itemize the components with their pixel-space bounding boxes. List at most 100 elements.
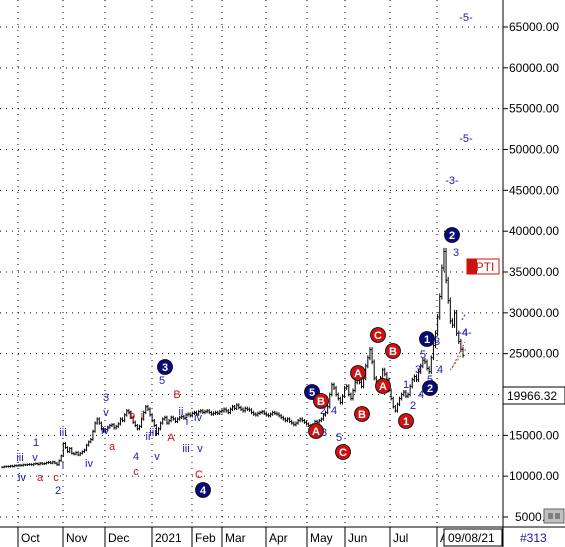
wave-marker: B (354, 406, 370, 422)
wave-marker: A (308, 423, 324, 439)
wave-label: 5 (336, 432, 342, 444)
wave-label: 4 (133, 451, 139, 463)
wave-label: iv (194, 412, 202, 424)
wave-label: B (358, 409, 366, 421)
wave-marker: 2 (422, 380, 438, 396)
y-tick-label: 35000.00 (509, 265, 559, 279)
trend-line (461, 312, 467, 321)
wave-label: -5- (459, 133, 473, 145)
wave-label: i (62, 460, 64, 472)
wave-label: 3 (434, 336, 440, 348)
wave-label: i (141, 410, 143, 422)
y-tick-label: 60000.00 (509, 61, 559, 75)
wave-label: 4 (331, 405, 337, 417)
wave-label: v (197, 443, 203, 455)
wave-marker: 4 (195, 482, 211, 498)
wave-label: a (109, 441, 116, 453)
last-value-badge: 19966.32 (502, 386, 565, 405)
wave-label: C (195, 469, 203, 481)
wave-label: 1 (424, 334, 430, 346)
x-tick-label: Apr (269, 531, 288, 545)
wave-label: 2 (427, 383, 433, 395)
wave-label: 2 (410, 400, 416, 412)
wave-label: iv (101, 425, 109, 437)
wave-label: v (154, 451, 160, 463)
wave-label: 3 (162, 362, 168, 374)
wave-label: iii (59, 427, 66, 439)
x-axis: OctNovDec2021FebMarAprMayJunJulA (17, 527, 448, 547)
x-tick-label: Mar (225, 531, 246, 545)
trend-line (451, 341, 466, 369)
y-tick-label: 45000.00 (509, 183, 559, 197)
wave-label: -4- (458, 327, 472, 339)
wave-marker: A (375, 378, 391, 394)
x-tick-label: 2021 (155, 531, 182, 545)
x-tick-label: May (310, 531, 333, 545)
x-tick-label: Jun (348, 531, 367, 545)
wave-marker: 1 (419, 331, 435, 347)
wave-label: 1 (403, 416, 409, 428)
wave-label: B (317, 396, 325, 408)
wave-label: 5 (427, 374, 433, 386)
wave-label: iv (18, 472, 26, 484)
wave-label: i (186, 416, 188, 428)
wave-marker: B (313, 393, 329, 409)
wave-label: ii (179, 406, 184, 418)
wave-label: 3 (321, 427, 327, 439)
price-series (1, 247, 465, 469)
y-tick-label: 25000.00 (509, 347, 559, 361)
wave-label: 4 (418, 389, 424, 401)
wave-label: B (173, 389, 180, 401)
date-label: 09/08/21 (448, 531, 495, 545)
wave-label: iii (182, 443, 189, 455)
trend-line (449, 348, 467, 371)
y-tick-label: 5000. (515, 510, 545, 524)
wave-label: c (133, 466, 139, 478)
wave-label: 4 (200, 485, 207, 497)
wave-label: A (312, 426, 320, 438)
wave-label: 1 (403, 379, 409, 391)
x-tick-label: Feb (195, 531, 216, 545)
wave-marker: B (385, 343, 401, 359)
wave-label: -5- (459, 12, 473, 24)
y-tick-label: 10000.00 (509, 469, 559, 483)
wave-label: A (379, 381, 387, 393)
wave-label: iii (16, 452, 23, 464)
wave-marker: 3 (157, 359, 173, 375)
y-tick-label: 40000.00 (509, 224, 559, 238)
pti-badge: 9PTI (466, 258, 500, 275)
wave-label: v (32, 452, 38, 464)
wave-label: iv (85, 458, 93, 470)
scroll-icon[interactable] (543, 508, 565, 524)
wave-label: 2 (449, 230, 455, 242)
wave-marker: 1 (398, 413, 414, 429)
y-tick-label: 50000.00 (509, 143, 559, 157)
date-badge: 09/08/21 (443, 528, 503, 547)
wave-marker: C (370, 327, 386, 343)
last-value-label: 19966.32 (507, 389, 557, 403)
wave-label: a (37, 472, 44, 484)
y-axis: 10000.0015000.0020000.0025000.0030000.00… (503, 20, 559, 524)
x-tick-label: Jul (393, 531, 408, 545)
y-tick-label: 15000.00 (509, 428, 559, 442)
wave-label: ii (146, 431, 151, 443)
wave-label: 5 (159, 375, 165, 387)
wave-label: 3 (453, 247, 459, 259)
wave-label: 3 (103, 392, 109, 404)
wave-label: 3 (415, 364, 421, 376)
y-tick-label: 30000.00 (509, 306, 559, 320)
wave-label: 4 (462, 327, 468, 339)
wave-label: 5 (309, 387, 315, 399)
wave-label: -3- (445, 175, 459, 187)
plot-area (0, 0, 503, 527)
wave-label: 2 (320, 405, 326, 417)
x-tick-label: Dec (108, 531, 129, 545)
x-tick-label: Oct (21, 531, 40, 545)
y-tick-label: 65000.00 (509, 20, 559, 34)
wave-label: b (129, 410, 135, 422)
y-tick-label: 55000.00 (509, 102, 559, 116)
wave-label: iii (149, 427, 156, 439)
wave-label: C (339, 447, 347, 459)
